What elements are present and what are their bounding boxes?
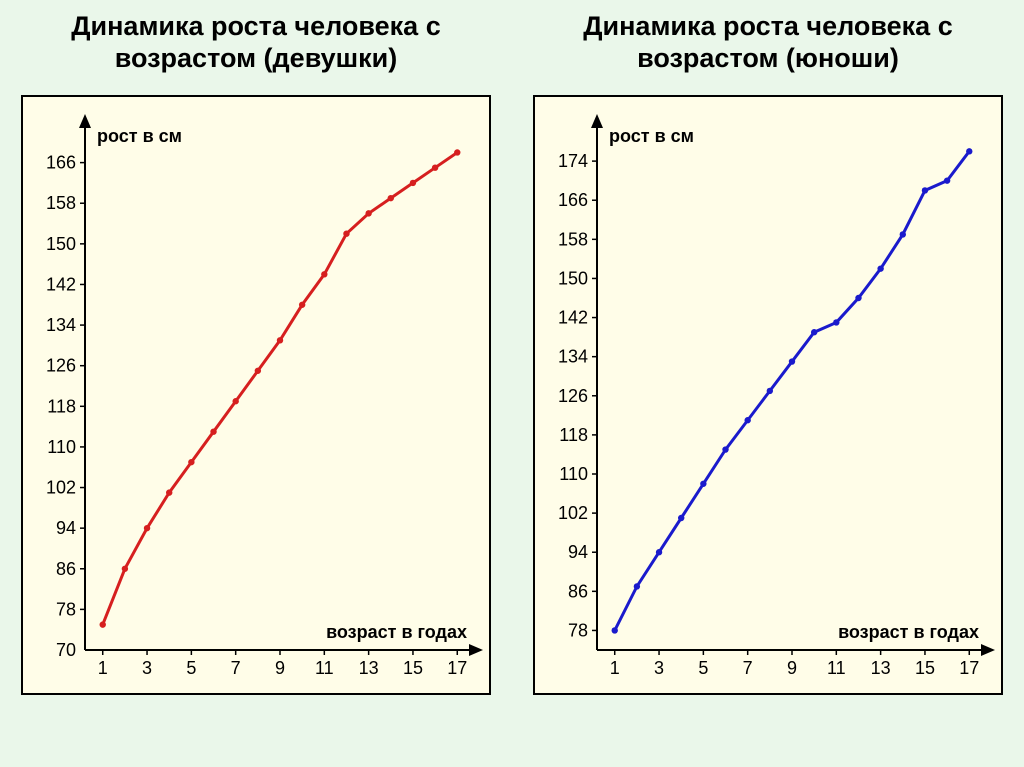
svg-text:126: 126 [46,355,76,375]
svg-text:13: 13 [359,658,379,678]
svg-text:134: 134 [558,346,588,366]
svg-text:78: 78 [56,599,76,619]
svg-text:174: 174 [558,151,588,171]
svg-text:166: 166 [558,190,588,210]
svg-text:11: 11 [315,658,334,678]
svg-text:3: 3 [142,658,152,678]
right-title-line1: Динамика роста человека с [583,11,952,41]
svg-text:5: 5 [186,658,196,678]
svg-text:86: 86 [568,581,588,601]
svg-text:7: 7 [743,658,753,678]
svg-text:78: 78 [568,620,588,640]
svg-text:рост в см: рост в см [609,126,694,146]
left-chart-box: 7886941021101181261341421501581667013579… [21,95,491,695]
left-chart-svg: 7886941021101181261341421501581667013579… [23,97,493,697]
svg-text:17: 17 [447,658,467,678]
svg-text:150: 150 [46,234,76,254]
svg-text:158: 158 [558,229,588,249]
svg-text:5: 5 [698,658,708,678]
svg-text:7: 7 [231,658,241,678]
left-title: Динамика роста человека с возрастом (дев… [51,10,460,75]
svg-text:110: 110 [559,464,588,484]
svg-text:102: 102 [46,477,76,497]
svg-text:17: 17 [959,658,979,678]
svg-text:150: 150 [558,268,588,288]
right-chart-box: 7886941021101181261341421501581661741357… [533,95,1003,695]
svg-text:118: 118 [47,396,76,416]
svg-text:126: 126 [558,386,588,406]
svg-text:13: 13 [871,658,891,678]
svg-text:9: 9 [787,658,797,678]
svg-text:1: 1 [98,658,108,678]
left-panel: Динамика роста человека с возрастом (дев… [0,0,512,767]
left-title-line2: возрастом (девушки) [115,43,398,73]
svg-text:94: 94 [56,518,76,538]
svg-text:142: 142 [46,274,76,294]
right-title: Динамика роста человека с возрастом (юно… [563,10,972,75]
svg-text:возраст в годах: возраст в годах [326,622,467,642]
svg-text:158: 158 [46,193,76,213]
svg-text:9: 9 [275,658,285,678]
svg-text:110: 110 [47,437,76,457]
left-title-line1: Динамика роста человека с [71,11,440,41]
svg-text:102: 102 [558,503,588,523]
svg-text:86: 86 [56,559,76,579]
right-chart-svg: 7886941021101181261341421501581661741357… [535,97,1005,697]
svg-text:возраст в годах: возраст в годах [838,622,979,642]
svg-text:1: 1 [610,658,620,678]
right-panel: Динамика роста человека с возрастом (юно… [512,0,1024,767]
svg-text:рост в см: рост в см [97,126,182,146]
svg-text:166: 166 [46,152,76,172]
svg-text:118: 118 [559,425,588,445]
svg-text:142: 142 [558,307,588,327]
svg-text:15: 15 [915,658,935,678]
svg-text:134: 134 [46,315,76,335]
svg-text:15: 15 [403,658,423,678]
svg-text:70: 70 [56,640,76,660]
svg-text:3: 3 [654,658,664,678]
svg-text:11: 11 [827,658,846,678]
svg-text:94: 94 [568,542,588,562]
right-title-line2: возрастом (юноши) [637,43,899,73]
